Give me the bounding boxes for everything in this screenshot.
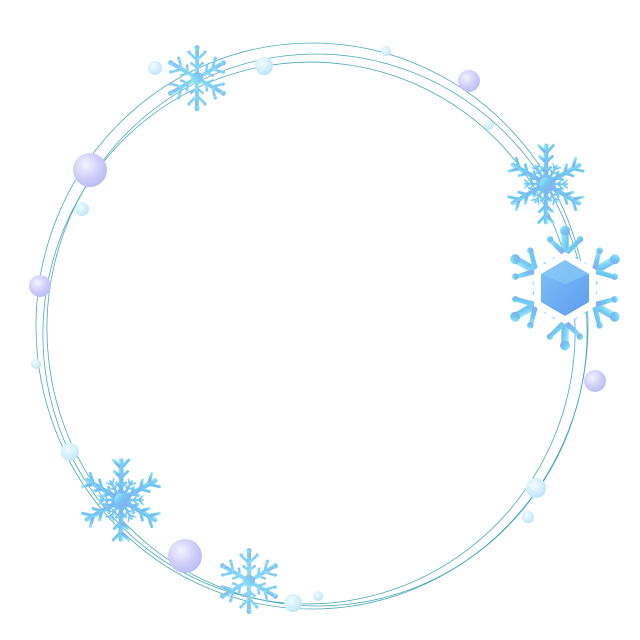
bead-icon bbox=[381, 46, 391, 56]
ring-line bbox=[46, 53, 588, 607]
bead-icon bbox=[284, 594, 302, 612]
beads bbox=[29, 46, 606, 612]
bead-icon bbox=[31, 359, 41, 369]
bead-icon bbox=[526, 478, 546, 498]
snowflake-icon bbox=[502, 226, 629, 351]
bead-icon bbox=[522, 511, 534, 523]
bead-icon bbox=[584, 370, 606, 392]
bead-icon bbox=[313, 591, 323, 601]
bead-icon bbox=[484, 120, 494, 130]
bead-icon bbox=[75, 202, 89, 216]
ring-line bbox=[35, 42, 589, 610]
ring-lines bbox=[35, 42, 589, 610]
bead-icon bbox=[61, 443, 79, 461]
ring-line bbox=[42, 61, 576, 605]
snowflake-icon bbox=[80, 458, 162, 542]
bead-icon bbox=[168, 539, 202, 573]
snowflake-icon bbox=[216, 548, 283, 614]
snowflake-icon bbox=[506, 144, 585, 225]
bead-icon bbox=[458, 70, 480, 92]
bead-icon bbox=[73, 153, 107, 187]
bead-icon bbox=[29, 275, 51, 297]
bead-icon bbox=[148, 61, 162, 75]
snowflakes bbox=[80, 45, 628, 614]
bead-icon bbox=[255, 57, 273, 75]
